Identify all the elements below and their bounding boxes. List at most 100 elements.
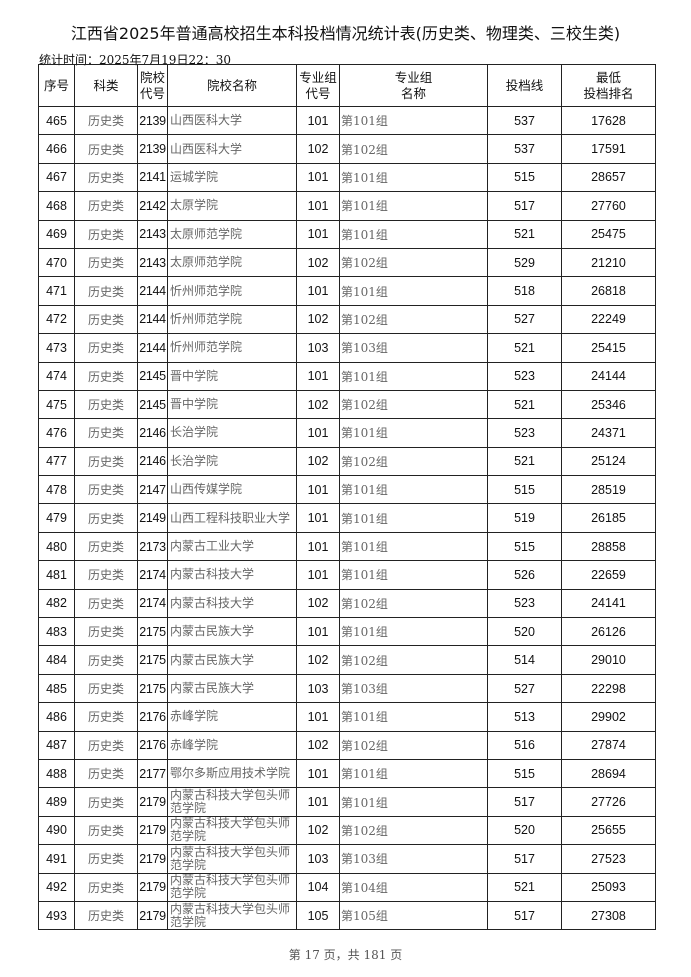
cell-school-code: 2139 — [137, 105, 168, 136]
cell-score: 515 — [487, 758, 562, 789]
cell-category: 历史类 — [74, 617, 138, 647]
table-header-row: 序号 科类 院校 代号 院校名称 专业组 代号 专业组 名称 投档线 最低 投档排名 — [38, 64, 656, 107]
cell-min-rank: 24144 — [561, 361, 656, 391]
cell-group-code: 101 — [296, 191, 340, 221]
cell-category: 历史类 — [74, 418, 138, 448]
cell-category: 历史类 — [74, 730, 138, 760]
cell-score: 527 — [487, 304, 562, 335]
cell-school-name: 山西医科大学 — [167, 134, 297, 164]
cell-category: 历史类 — [74, 333, 138, 363]
cell-group-name: 第102组 — [339, 588, 488, 619]
table-row: 467 历史类 2141 运城学院 101 第101组 515 28657 — [38, 162, 656, 193]
cell-score: 517 — [487, 900, 562, 931]
cell-group-code: 103 — [296, 673, 340, 704]
cell-min-rank: 27726 — [561, 787, 656, 817]
cell-group-code: 105 — [296, 900, 340, 931]
cell-score: 513 — [487, 702, 562, 732]
cell-seq: 480 — [38, 531, 75, 562]
cell-school-code: 2149 — [137, 503, 168, 533]
cell-school-code: 2174 — [137, 560, 168, 590]
cell-score: 515 — [487, 475, 562, 505]
cell-score: 537 — [487, 105, 562, 136]
table-row: 475 历史类 2145 晋中学院 102 第102组 521 25346 — [38, 389, 656, 420]
cell-score: 523 — [487, 588, 562, 619]
cell-school-code: 2179 — [137, 844, 168, 874]
cell-group-name: 第102组 — [339, 304, 488, 335]
cell-seq: 471 — [38, 276, 75, 306]
cell-group-name: 第101组 — [339, 162, 488, 193]
cell-group-name: 第101组 — [339, 531, 488, 562]
cell-category: 历史类 — [74, 446, 138, 477]
cell-seq: 470 — [38, 247, 75, 278]
table-row: 491 历史类 2179 内蒙古科技大学包头师范学院 103 第103组 517 27523 — [38, 844, 656, 874]
cell-school-code: 2175 — [137, 673, 168, 704]
cell-seq: 493 — [38, 900, 75, 931]
cell-category: 历史类 — [74, 105, 138, 136]
cell-seq: 466 — [38, 134, 75, 164]
cell-group-code: 102 — [296, 588, 340, 619]
cell-school-name: 内蒙古工业大学 — [167, 531, 297, 562]
cell-group-name: 第101组 — [339, 105, 488, 136]
cell-min-rank: 25415 — [561, 333, 656, 363]
cell-category: 历史类 — [74, 219, 138, 249]
table-row: 485 历史类 2175 内蒙古民族大学 103 第103组 527 22298 — [38, 673, 656, 704]
cell-min-rank: 22249 — [561, 304, 656, 335]
cell-school-name: 内蒙古科技大学 — [167, 560, 297, 590]
cell-seq: 467 — [38, 162, 75, 193]
table-row: 471 历史类 2144 忻州师范学院 101 第101组 518 26818 — [38, 276, 656, 306]
cell-school-code: 2175 — [137, 645, 168, 675]
cell-school-name: 长治学院 — [167, 418, 297, 448]
cell-group-name: 第102组 — [339, 247, 488, 278]
cell-group-code: 102 — [296, 247, 340, 278]
cell-category: 历史类 — [74, 787, 138, 817]
cell-school-code: 2143 — [137, 219, 168, 249]
cell-score: 520 — [487, 815, 562, 846]
table-row: 476 历史类 2146 长治学院 101 第101组 523 24371 — [38, 418, 656, 448]
cell-score: 521 — [487, 872, 562, 902]
cell-min-rank: 17591 — [561, 134, 656, 164]
cell-school-code: 2175 — [137, 617, 168, 647]
cell-min-rank: 29902 — [561, 702, 656, 732]
cell-group-code: 102 — [296, 389, 340, 420]
cell-school-code: 2176 — [137, 730, 168, 760]
cell-school-code: 2142 — [137, 191, 168, 221]
cell-min-rank: 24141 — [561, 588, 656, 619]
cell-group-code: 104 — [296, 872, 340, 902]
cell-category: 历史类 — [74, 503, 138, 533]
table-row: 474 历史类 2145 晋中学院 101 第101组 523 24144 — [38, 361, 656, 391]
cell-group-code: 101 — [296, 361, 340, 391]
cell-category: 历史类 — [74, 304, 138, 335]
cell-seq: 482 — [38, 588, 75, 619]
cell-group-name: 第101组 — [339, 503, 488, 533]
cell-school-code: 2176 — [137, 702, 168, 732]
cell-seq: 489 — [38, 787, 75, 817]
cell-min-rank: 28694 — [561, 758, 656, 789]
cell-category: 历史类 — [74, 475, 138, 505]
header-group-code: 专业组 代号 — [296, 64, 340, 107]
cell-category: 历史类 — [74, 872, 138, 902]
cell-seq: 478 — [38, 475, 75, 505]
cell-school-code: 2179 — [137, 787, 168, 817]
cell-seq: 484 — [38, 645, 75, 675]
cell-seq: 479 — [38, 503, 75, 533]
cell-group-code: 103 — [296, 844, 340, 874]
cell-group-code: 103 — [296, 333, 340, 363]
cell-score: 517 — [487, 844, 562, 874]
header-school-code: 院校 代号 — [137, 64, 168, 107]
cell-min-rank: 22659 — [561, 560, 656, 590]
cell-school-code: 2143 — [137, 247, 168, 278]
cell-min-rank: 29010 — [561, 645, 656, 675]
header-category: 科类 — [74, 64, 138, 107]
cell-min-rank: 25346 — [561, 389, 656, 420]
cell-seq: 473 — [38, 333, 75, 363]
cell-school-name: 赤峰学院 — [167, 702, 297, 732]
cell-min-rank: 28657 — [561, 162, 656, 193]
cell-score: 521 — [487, 389, 562, 420]
cell-group-code: 102 — [296, 730, 340, 760]
cell-category: 历史类 — [74, 389, 138, 420]
cell-school-name: 内蒙古民族大学 — [167, 617, 297, 647]
cell-group-code: 102 — [296, 304, 340, 335]
cell-min-rank: 26818 — [561, 276, 656, 306]
cell-school-name: 内蒙古科技大学 — [167, 588, 297, 619]
cell-min-rank: 25655 — [561, 815, 656, 846]
